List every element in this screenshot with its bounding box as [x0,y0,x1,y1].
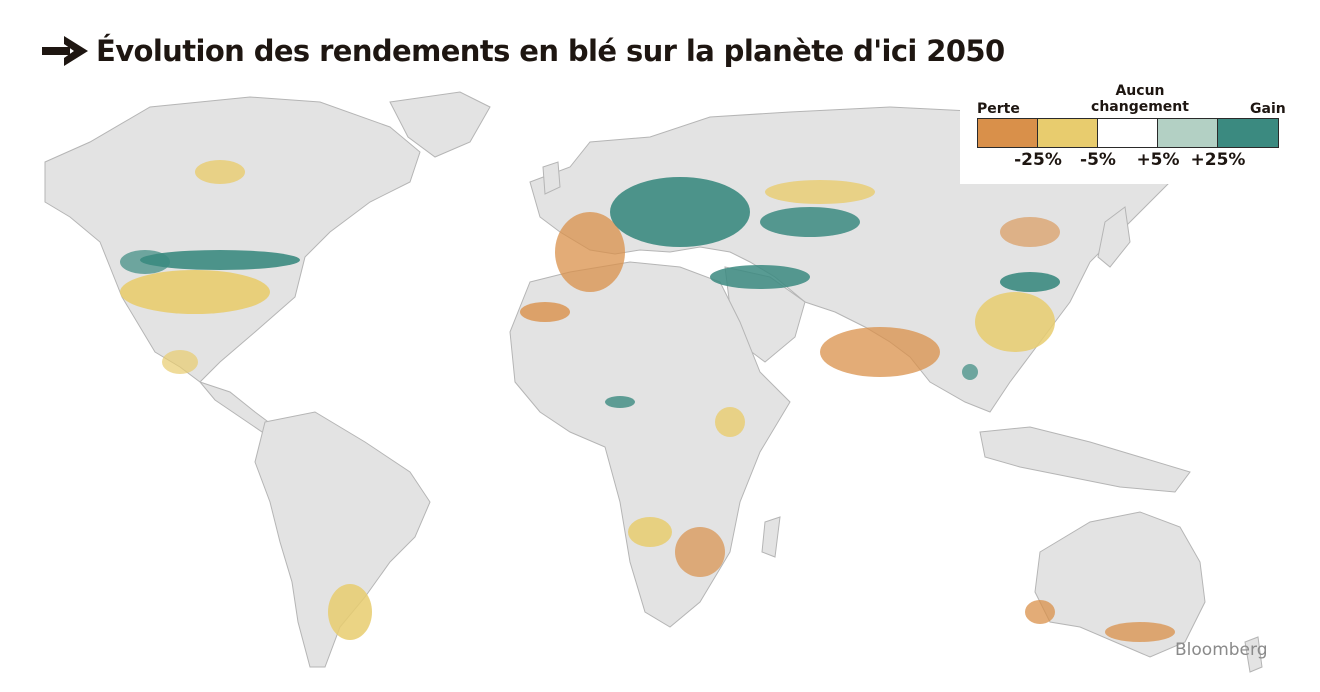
loss-zones [120,160,1175,642]
map-title: Évolution des rendements en blé sur la p… [96,34,1005,68]
arrow-right-icon [42,36,88,66]
legend-threshold: -25% [1014,150,1062,170]
legend-swatch-strong-loss [978,119,1038,147]
legend-color-scale [977,118,1279,148]
legend-no-change-label: Aucun changement [1091,83,1189,115]
north-america [44,96,421,383]
legend-threshold: +25% [1190,150,1246,170]
great-britain [542,161,561,195]
legend-swatch-no-change [1098,119,1158,147]
gain-zones [120,177,1060,408]
legend-threshold: -5% [1080,150,1116,170]
southeast-asia-islands [979,426,1191,493]
legend: Perte Aucun changement Gain -25% -5% +5%… [960,82,1290,184]
japan [1097,206,1131,268]
madagascar [761,516,781,558]
legend-swatch-strong-gain [1218,119,1278,147]
source-credit: Bloomberg [1175,640,1268,660]
legend-swatch-moderate-gain [1158,119,1218,147]
legend-gain-label: Gain [1250,101,1286,117]
legend-swatch-moderate-loss [1038,119,1098,147]
africa [509,261,791,628]
title-row: Évolution des rendements en blé sur la p… [42,28,1005,74]
greenland [389,91,491,158]
legend-threshold: +5% [1136,150,1180,170]
new-zealand [1244,636,1263,673]
australia [1034,511,1206,658]
legend-loss-label: Perte [977,101,1020,117]
